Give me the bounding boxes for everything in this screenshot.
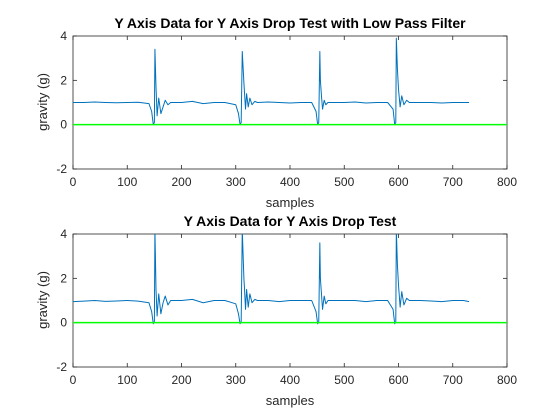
y-tick-label: 4 xyxy=(60,29,67,43)
x-tick-label: 0 xyxy=(70,175,77,189)
signal-line xyxy=(73,37,470,126)
y-tick-label: 0 xyxy=(60,118,67,132)
y-tick-label: 2 xyxy=(60,271,67,285)
x-tick-label: 700 xyxy=(443,373,463,387)
x-tick-label: 300 xyxy=(226,373,246,387)
x-tick-label: 500 xyxy=(334,373,354,387)
x-tick-label: 200 xyxy=(171,373,191,387)
x-tick-label: 600 xyxy=(388,175,408,189)
x-tick-label: 300 xyxy=(226,175,246,189)
x-axis-label: samples xyxy=(266,393,315,408)
x-tick-label: 800 xyxy=(497,373,517,387)
y-tick-label: 2 xyxy=(60,73,67,87)
x-tick-label: 500 xyxy=(334,175,354,189)
x-tick-label: 800 xyxy=(497,175,517,189)
x-axis-label: samples xyxy=(266,195,315,210)
y-axis-label: gravity (g) xyxy=(35,271,50,329)
chart-title: Y Axis Data for Y Axis Drop Test xyxy=(184,213,397,229)
x-tick-label: 400 xyxy=(280,373,300,387)
y-tick-label: 0 xyxy=(60,316,67,330)
x-tick-label: 400 xyxy=(280,175,300,189)
signal-line xyxy=(73,234,470,325)
y-tick-label: -2 xyxy=(56,360,67,374)
x-tick-label: 200 xyxy=(171,175,191,189)
y-axis-label: gravity (g) xyxy=(35,73,50,131)
subplot-bottom: Y Axis Data for Y Axis Drop Test gravity… xyxy=(35,213,517,408)
x-tick-label: 100 xyxy=(117,373,137,387)
y-tick-label: -2 xyxy=(56,162,67,176)
x-tick-label: 0 xyxy=(70,373,77,387)
x-tick-label: 700 xyxy=(443,175,463,189)
subplot-top: Y Axis Data for Y Axis Drop Test with Lo… xyxy=(35,15,517,210)
x-tick-label: 600 xyxy=(388,373,408,387)
chart-title: Y Axis Data for Y Axis Drop Test with Lo… xyxy=(114,15,466,31)
x-tick-label: 100 xyxy=(117,175,137,189)
y-tick-label: 4 xyxy=(60,227,67,241)
